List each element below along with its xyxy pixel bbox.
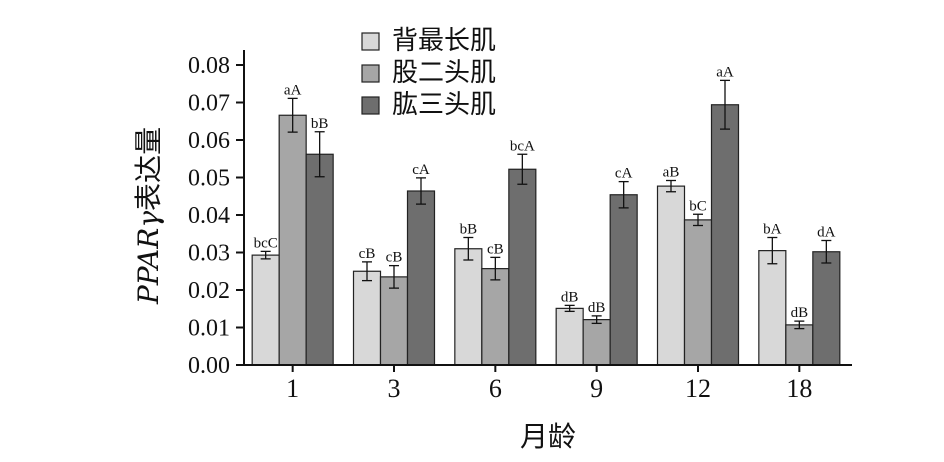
bar	[251, 254, 280, 366]
bar	[710, 104, 740, 366]
significance-label: bA	[763, 222, 782, 238]
significance-label: dB	[561, 289, 579, 305]
y-tick-label: 0.02	[188, 278, 230, 304]
bar	[609, 194, 638, 366]
bar	[278, 114, 307, 366]
bar	[555, 307, 584, 366]
y-tick-label: 0.04	[188, 203, 230, 229]
bar	[656, 185, 686, 366]
bar	[582, 319, 611, 366]
bar	[305, 153, 334, 366]
x-axis-title: 月龄	[520, 420, 576, 453]
y-tick-label: 0.03	[188, 241, 230, 267]
significance-label: dA	[817, 225, 836, 241]
y-axis-title-suffix: 表达量	[132, 127, 165, 211]
legend-swatch	[361, 96, 380, 115]
y-axis-ticks: 0.00 0.01 0.02 0.03 0.04 0.05 0.06 0.07 0.08	[188, 53, 244, 379]
y-tick-label: 0.01	[188, 316, 230, 342]
x-tick-label: 1	[286, 374, 299, 403]
significance-label: cB	[487, 241, 504, 257]
legend-label: 背最长肌	[392, 26, 496, 56]
legend-label: 肱三头肌	[392, 90, 496, 120]
significance-label: dB	[791, 305, 809, 321]
significance-label: cB	[359, 246, 376, 262]
bar	[481, 268, 510, 366]
bar	[812, 251, 841, 366]
legend-swatch	[361, 32, 380, 51]
significance-label: dB	[588, 300, 606, 316]
y-axis-title-gene: PPARγ	[132, 211, 165, 305]
bar	[406, 190, 436, 366]
bar	[379, 276, 409, 366]
x-axis-ticks: 1 3 6 9 12 18	[286, 365, 812, 403]
significance-label: aB	[663, 165, 680, 181]
significance-label: aA	[716, 64, 734, 80]
significance-label: bcC	[254, 235, 278, 251]
bar	[785, 324, 814, 366]
x-tick-label: 9	[590, 374, 603, 403]
significance-label: cB	[386, 250, 403, 266]
significance-label: cA	[615, 166, 633, 182]
bar	[454, 248, 483, 366]
significance-label: bB	[311, 116, 329, 132]
x-tick-label: 3	[388, 374, 401, 403]
y-tick-label: 0.05	[188, 166, 230, 192]
plot-area: bcC cB bB dB aB bA aA cB cB dB bC dB bB cA bcA cA aA dA	[251, 64, 841, 366]
significance-label: aA	[284, 82, 302, 98]
bar	[683, 219, 713, 366]
x-tick-label: 18	[786, 374, 812, 403]
bar	[758, 250, 787, 366]
legend-label: 股二头肌	[392, 58, 496, 88]
significance-label: bcA	[510, 138, 535, 154]
significance-label: bC	[689, 198, 707, 214]
significance-label: bB	[460, 222, 478, 238]
x-tick-label: 12	[685, 374, 711, 403]
y-tick-label: 0.07	[188, 91, 230, 117]
bar	[508, 168, 537, 366]
y-tick-label: 0.06	[188, 128, 230, 154]
y-tick-label: 0.00	[188, 353, 230, 379]
bar	[352, 270, 382, 366]
legend-swatch	[361, 64, 380, 83]
x-tick-label: 6	[489, 374, 502, 403]
y-tick-label: 0.08	[188, 53, 230, 79]
y-axis-title: PPARγ表达量	[132, 127, 165, 305]
significance-label: cA	[412, 162, 430, 178]
